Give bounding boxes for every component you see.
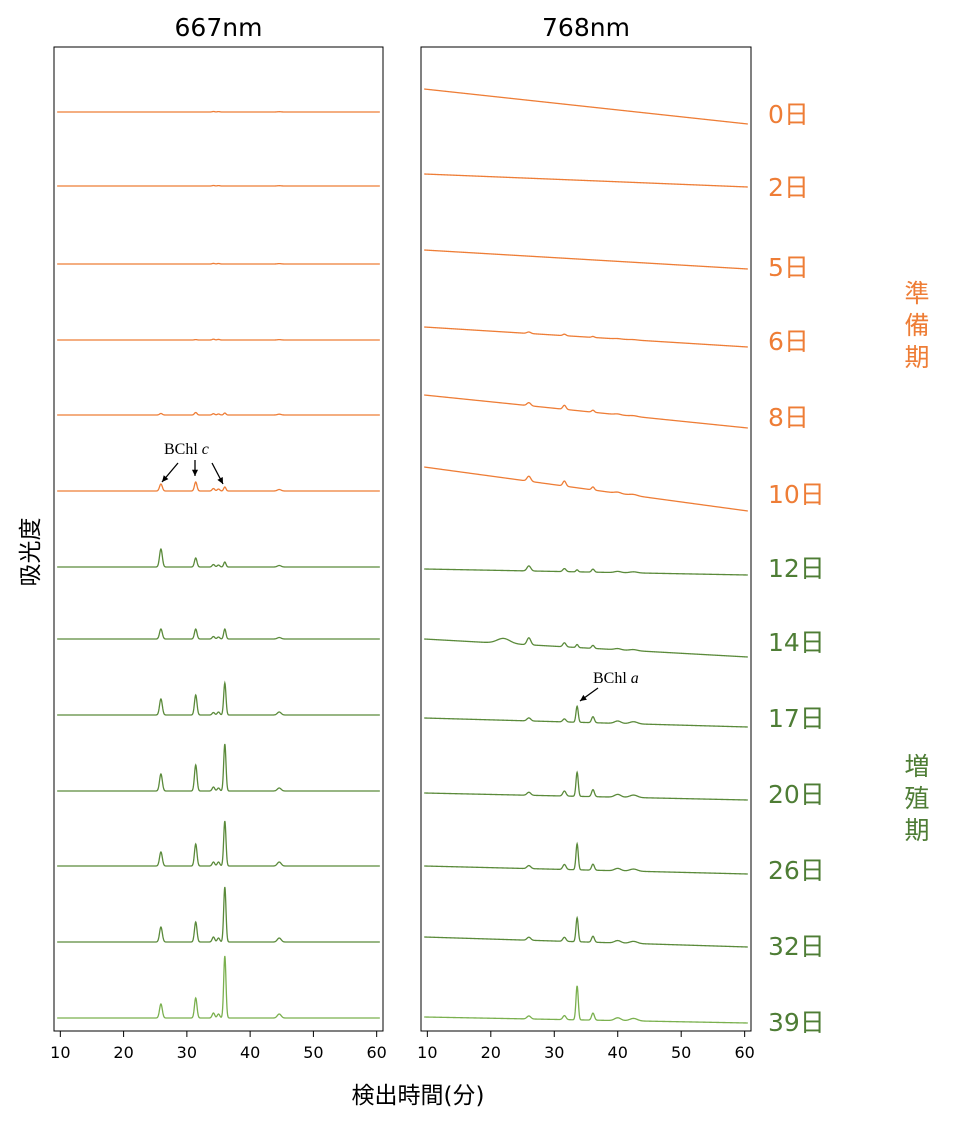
trace-667nm-14日 — [57, 627, 380, 640]
x-tick-label: 60 — [366, 1043, 386, 1062]
annotation-label-bchl-a: BChl a — [593, 670, 639, 687]
phase-label-char: 備 — [904, 311, 929, 340]
trace-768nm-6日 — [424, 326, 748, 348]
phase-label-growth: 増殖期 — [904, 752, 929, 845]
trace-768nm-17日 — [424, 704, 748, 728]
trace-768nm-2日 — [424, 173, 748, 188]
trace-667nm-39日 — [57, 955, 380, 1019]
annotation-italic: a — [631, 670, 639, 687]
trace-667nm-10日 — [57, 481, 380, 492]
x-tick-label: 20 — [113, 1043, 133, 1062]
trace-667nm-26日 — [57, 820, 380, 867]
annotation-arrow — [211, 462, 224, 485]
arrow-head — [191, 469, 199, 476]
series-label: 32日 — [768, 932, 825, 961]
x-tick-label: 50 — [303, 1043, 323, 1062]
arrow-head — [580, 694, 587, 701]
trace-768nm-32日 — [424, 915, 748, 948]
series-label: 8日 — [768, 403, 809, 432]
trace-667nm-32日 — [57, 886, 380, 943]
trace-768nm-0日 — [424, 88, 748, 125]
trace-768nm-26日 — [424, 841, 748, 875]
x-tick-label: 30 — [544, 1043, 564, 1062]
trace-768nm-14日 — [424, 637, 748, 658]
x-axis-label: 検出時間(分) — [352, 1083, 485, 1109]
panel-frame-1 — [53, 46, 384, 1032]
trace-768nm-39日 — [424, 985, 748, 1024]
arrow-head — [217, 477, 223, 484]
annotation-text: BChl — [593, 670, 627, 687]
series-label: 12日 — [768, 554, 825, 583]
series-label: 26日 — [768, 856, 825, 885]
trace-667nm-5日 — [57, 262, 380, 265]
panel-frame-2 — [420, 46, 752, 1032]
trace-768nm-10日 — [424, 466, 748, 512]
series-label: 2日 — [768, 173, 809, 202]
series-label: 39日 — [768, 1008, 825, 1037]
annotation-arrow — [191, 460, 199, 476]
trace-768nm-20日 — [424, 770, 748, 801]
x-tick-label: 20 — [481, 1043, 501, 1062]
y-axis-label: 吸光度 — [18, 518, 44, 587]
arrow-head — [162, 475, 169, 482]
trace-667nm-0日 — [57, 110, 380, 113]
phase-label-char: 期 — [904, 343, 929, 372]
x-tick-label: 40 — [608, 1043, 628, 1062]
series-label: 14日 — [768, 628, 825, 657]
annotation-text: BChl — [164, 441, 198, 458]
series-label: 20日 — [768, 780, 825, 809]
phase-label-char: 殖 — [904, 784, 929, 813]
x-tick-label: 40 — [240, 1043, 260, 1062]
phase-label-char: 増 — [904, 752, 929, 781]
annotation-arrow — [161, 462, 179, 483]
phase-label-char: 準 — [904, 279, 929, 308]
x-tick-label: 10 — [417, 1043, 437, 1062]
annotation-arrow — [579, 687, 599, 702]
series-label: 17日 — [768, 704, 825, 733]
trace-667nm-12日 — [57, 547, 380, 568]
phase-label-char: 期 — [904, 816, 929, 845]
annotation-italic: c — [202, 441, 209, 458]
x-tick-label: 10 — [50, 1043, 70, 1062]
trace-667nm-17日 — [57, 680, 380, 716]
x-tick-label: 30 — [177, 1043, 197, 1062]
trace-667nm-20日 — [57, 743, 380, 792]
trace-667nm-2日 — [57, 184, 380, 187]
trace-768nm-8日 — [424, 394, 748, 429]
series-label: 0日 — [768, 100, 809, 129]
series-label: 10日 — [768, 480, 825, 509]
trace-667nm-8日 — [57, 411, 380, 416]
trace-768nm-12日 — [424, 565, 748, 576]
series-label: 5日 — [768, 253, 809, 282]
trace-768nm-5日 — [424, 249, 748, 270]
panel-title: 768nm — [542, 13, 630, 42]
series-label: 6日 — [768, 327, 809, 356]
x-tick-label: 60 — [734, 1043, 754, 1062]
trace-667nm-6日 — [57, 338, 380, 341]
x-tick-label: 50 — [671, 1043, 691, 1062]
annotation-label-bchl-c: BChl c — [164, 441, 209, 458]
panel-title: 667nm — [175, 13, 263, 42]
phase-label-prep: 準備期 — [904, 279, 929, 372]
